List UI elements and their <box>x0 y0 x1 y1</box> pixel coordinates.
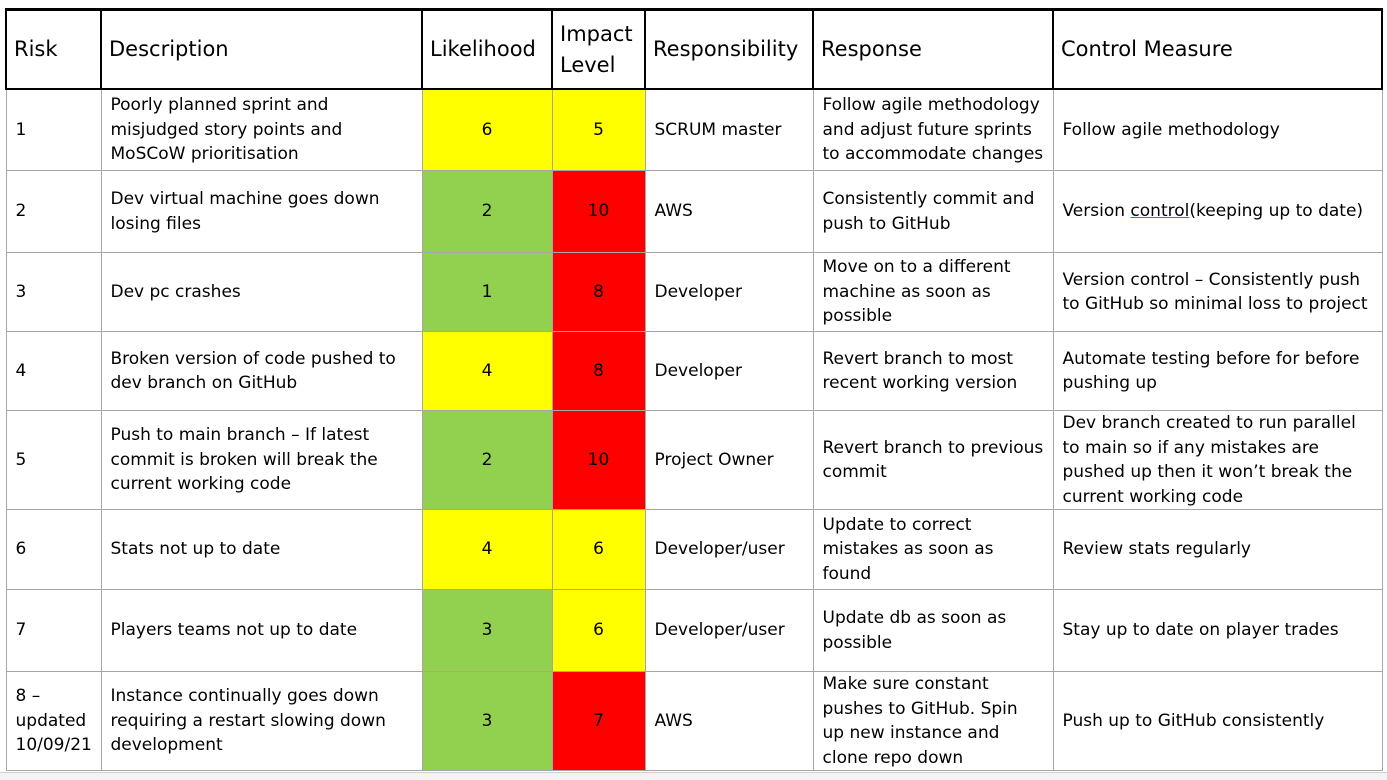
risk-cell: 7 <box>5 589 102 672</box>
table-row: 4 Broken version of code pushed to dev b… <box>5 331 1383 411</box>
impact-cell: 8 <box>551 331 646 411</box>
description-cell: Poorly planned sprint and misjudged stor… <box>100 88 423 171</box>
table-row: 5 Push to main branch – If latest commit… <box>5 410 1383 510</box>
description-cell: Stats not up to date <box>100 509 423 590</box>
description-cell: Push to main branch – If latest commit i… <box>100 410 423 510</box>
responsibility-cell: AWS <box>644 671 814 771</box>
responsibility-cell: Developer <box>644 252 814 332</box>
control-text-prefix: Version <box>1062 201 1131 222</box>
impact-cell: 5 <box>551 88 646 171</box>
likelihood-cell: 1 <box>421 252 553 332</box>
control-measure-cell: Push up to GitHub consistently <box>1052 671 1383 771</box>
header-control-measure: Control Measure <box>1052 8 1383 90</box>
risk-cell: 1 <box>5 88 102 171</box>
description-cell: Dev virtual machine goes down losing fil… <box>100 170 423 253</box>
control-measure-cell: Version control(keeping up to date) <box>1052 170 1383 253</box>
likelihood-cell: 3 <box>421 671 553 771</box>
likelihood-cell: 2 <box>421 170 553 253</box>
impact-cell: 6 <box>551 589 646 672</box>
impact-cell: 10 <box>551 170 646 253</box>
responsibility-cell: SCRUM master <box>644 88 814 171</box>
control-measure-cell: Dev branch created to run parallel to ma… <box>1052 410 1383 510</box>
description-cell: Dev pc crashes <box>100 252 423 332</box>
spellcheck-underlined-word: control <box>1130 201 1190 222</box>
response-cell: Move on to a different machine as soon a… <box>812 252 1054 332</box>
header-impact-level: Impact Level <box>551 8 646 90</box>
risk-cell: 4 <box>5 331 102 411</box>
table-row: 8 – updated 10/09/21 Instance continuall… <box>5 671 1383 771</box>
header-description: Description <box>100 8 423 90</box>
risk-cell: 3 <box>5 252 102 332</box>
likelihood-cell: 3 <box>421 589 553 672</box>
table-row: 3 Dev pc crashes 1 8 Developer Move on t… <box>5 252 1383 332</box>
likelihood-cell: 2 <box>421 410 553 510</box>
risk-cell: 6 <box>5 509 102 590</box>
status-bar-edge <box>0 772 1387 780</box>
header-likelihood: Likelihood <box>421 8 553 90</box>
responsibility-cell: Developer/user <box>644 509 814 590</box>
control-measure-cell: Automate testing before for before pushi… <box>1052 331 1383 411</box>
table-row: 2 Dev virtual machine goes down losing f… <box>5 170 1383 253</box>
response-cell: Update db as soon as possible <box>812 589 1054 672</box>
description-cell: Broken version of code pushed to dev bra… <box>100 331 423 411</box>
responsibility-cell: Project Owner <box>644 410 814 510</box>
description-cell: Players teams not up to date <box>100 589 423 672</box>
header-responsibility: Responsibility <box>644 8 814 90</box>
control-text-suffix: (keeping up to date) <box>1189 201 1364 222</box>
table-row: 7 Players teams not up to date 3 6 Devel… <box>5 589 1383 672</box>
description-cell: Instance continually goes down requiring… <box>100 671 423 771</box>
table-row: 6 Stats not up to date 4 6 Developer/use… <box>5 509 1383 590</box>
likelihood-cell: 4 <box>421 509 553 590</box>
risk-table: Risk Description Likelihood Impact Level… <box>5 8 1383 771</box>
control-measure-cell: Follow agile methodology <box>1052 88 1383 171</box>
impact-cell: 6 <box>551 509 646 590</box>
response-cell: Follow agile methodology and adjust futu… <box>812 88 1054 171</box>
impact-cell: 10 <box>551 410 646 510</box>
response-cell: Revert branch to most recent working ver… <box>812 331 1054 411</box>
header-row: Risk Description Likelihood Impact Level… <box>5 8 1383 90</box>
header-response: Response <box>812 8 1054 90</box>
response-cell: Revert branch to previous commit <box>812 410 1054 510</box>
control-measure-cell: Version control – Consistently push to G… <box>1052 252 1383 332</box>
risk-cell: 8 – updated 10/09/21 <box>5 671 102 771</box>
likelihood-cell: 4 <box>421 331 553 411</box>
header-risk: Risk <box>5 8 102 90</box>
risk-cell: 5 <box>5 410 102 510</box>
risk-cell: 2 <box>5 170 102 253</box>
responsibility-cell: AWS <box>644 170 814 253</box>
impact-cell: 7 <box>551 671 646 771</box>
control-measure-cell: Review stats regularly <box>1052 509 1383 590</box>
responsibility-cell: Developer <box>644 331 814 411</box>
impact-cell: 8 <box>551 252 646 332</box>
response-cell: Update to correct mistakes as soon as fo… <box>812 509 1054 590</box>
responsibility-cell: Developer/user <box>644 589 814 672</box>
likelihood-cell: 6 <box>421 88 553 171</box>
table-row: 1 Poorly planned sprint and misjudged st… <box>5 88 1383 171</box>
response-cell: Make sure constant pushes to GitHub. Spi… <box>812 671 1054 771</box>
control-measure-cell: Stay up to date on player trades <box>1052 589 1383 672</box>
response-cell: Consistently commit and push to GitHub <box>812 170 1054 253</box>
